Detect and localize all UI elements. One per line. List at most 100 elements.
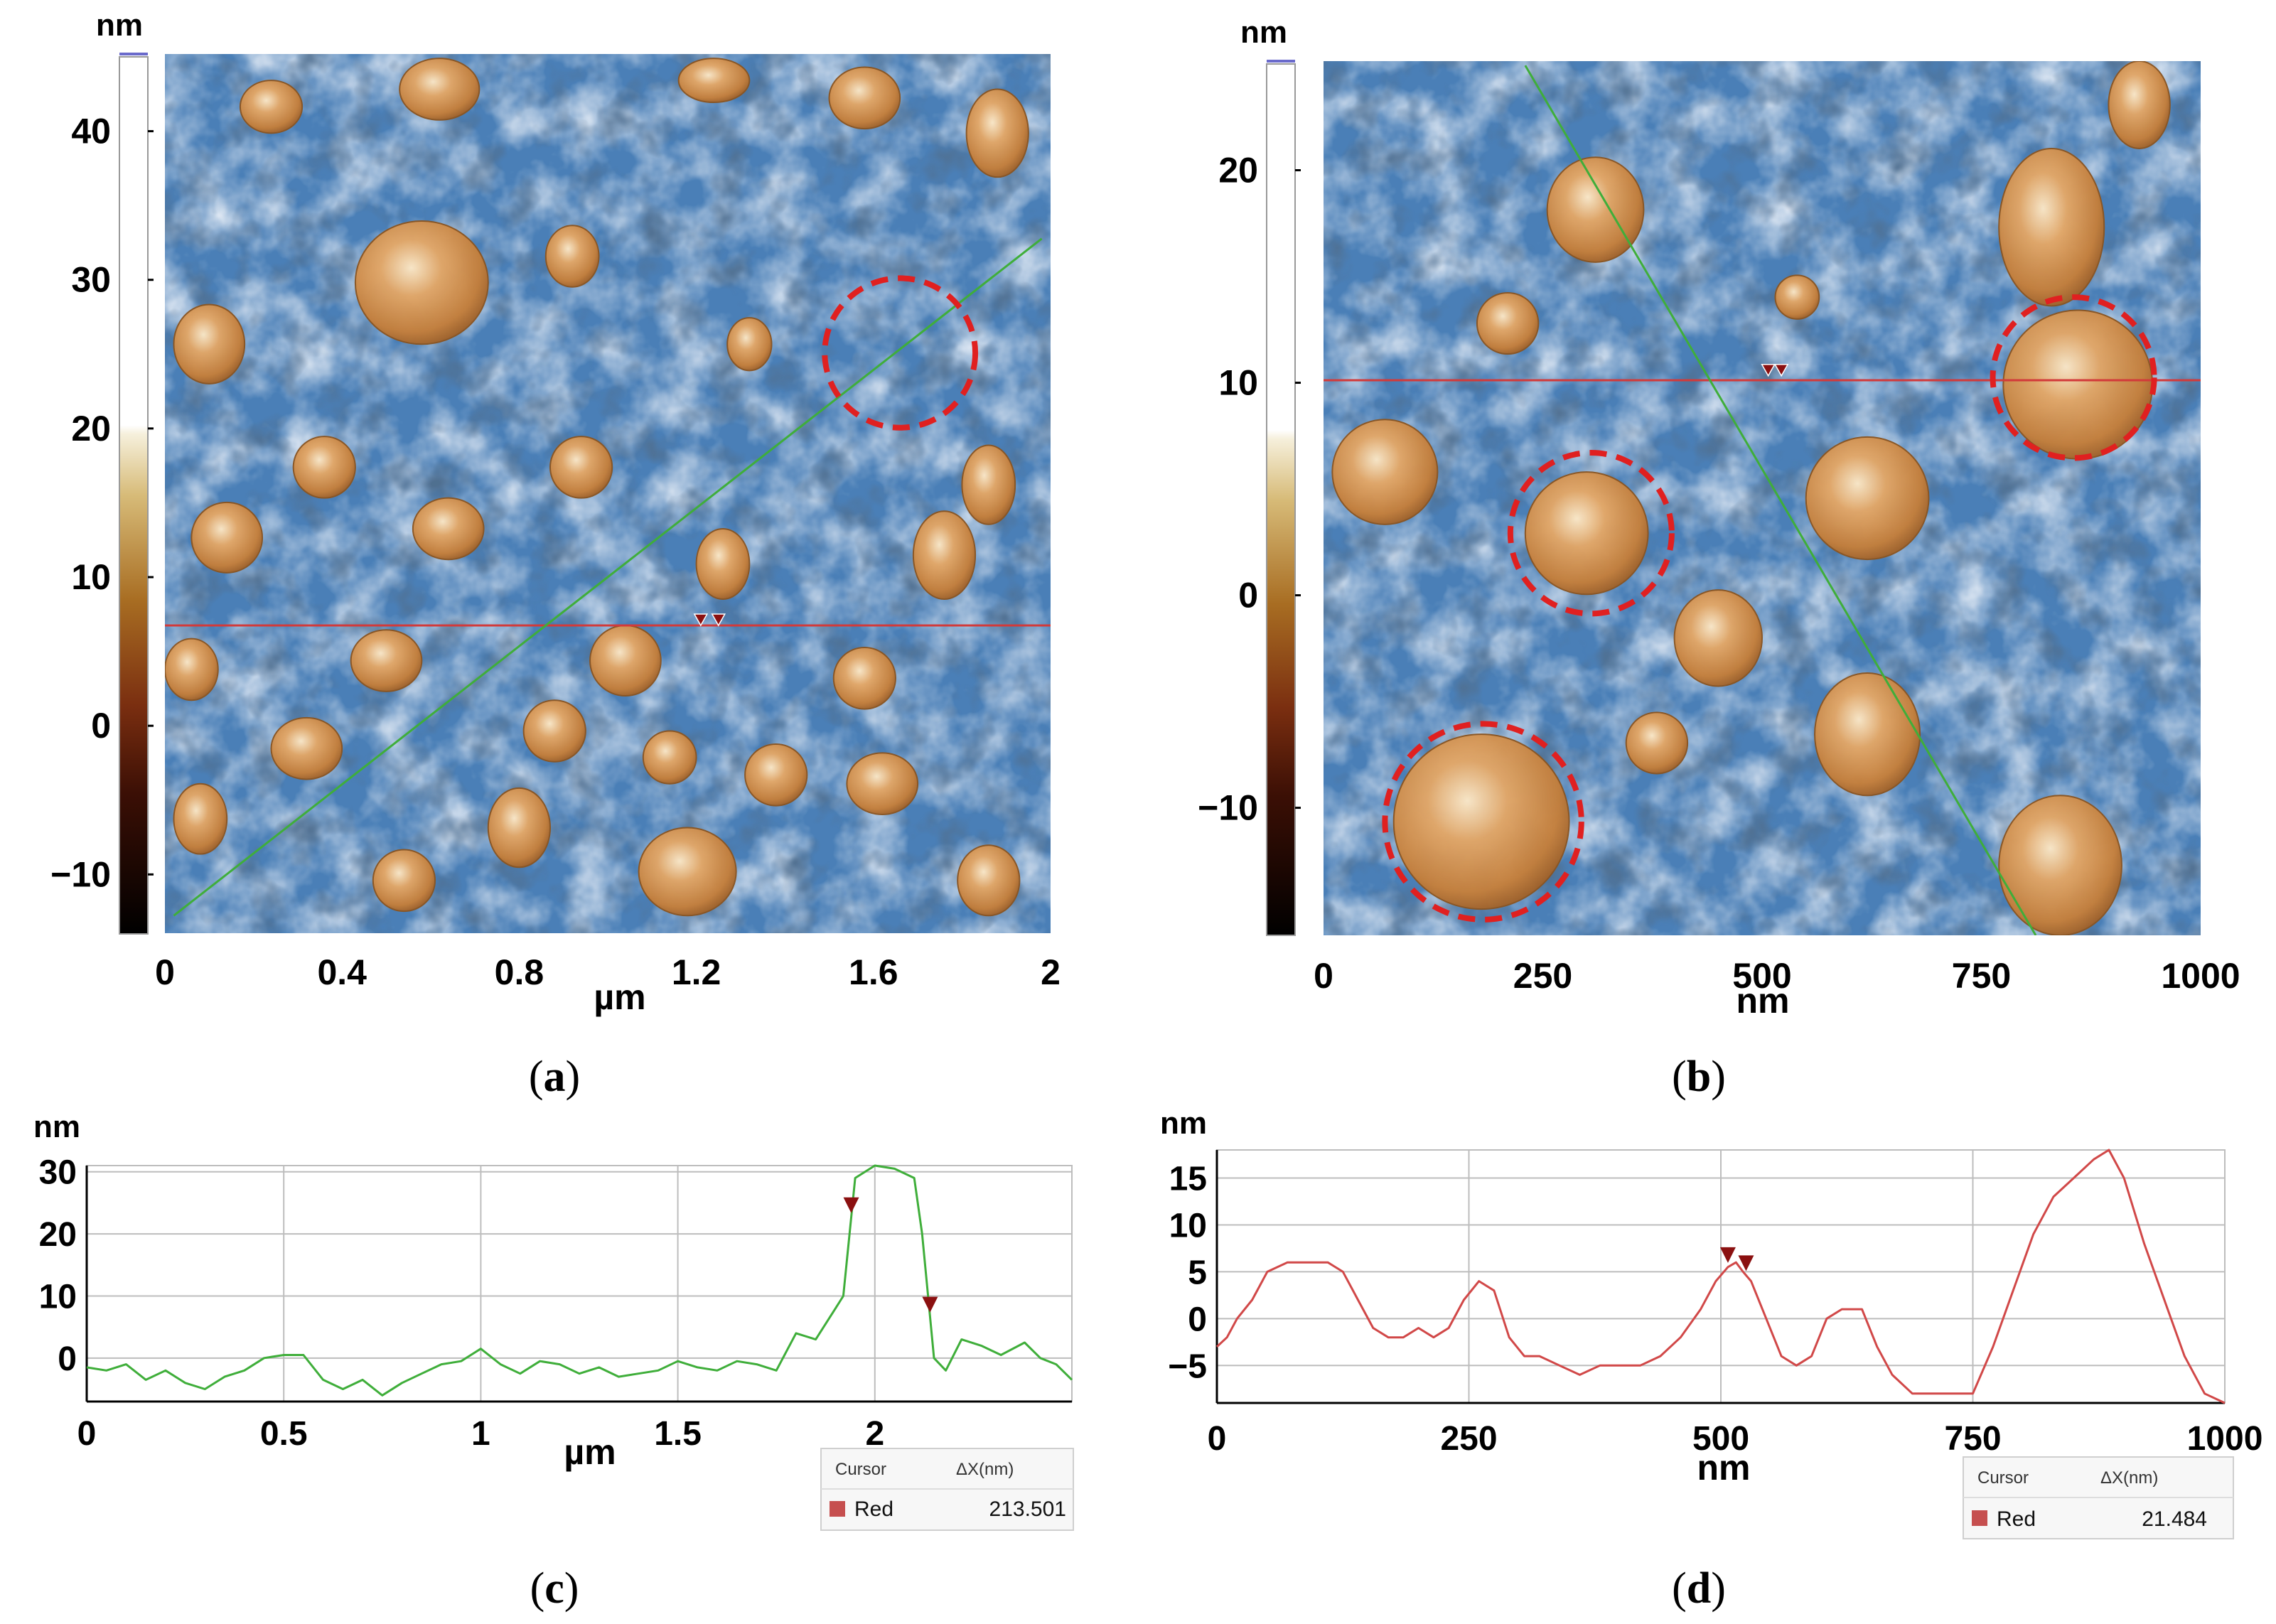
nanoparticle-grain — [846, 752, 919, 816]
x-tick-label: 500 — [1692, 1420, 1749, 1458]
x-tick-label: 0 — [1314, 956, 1333, 996]
nanoparticle-grain — [589, 625, 662, 697]
cursor-marker — [922, 1296, 938, 1313]
nanoparticle-grain — [1998, 795, 2122, 935]
nanoparticle-grain — [961, 444, 1016, 525]
colorbar-tick-label: −10 — [50, 854, 111, 894]
x-tick-label: 1.6 — [849, 952, 898, 992]
nanoparticle-grain — [1814, 672, 1921, 797]
nanoparticle-grain — [1476, 291, 1540, 355]
panel-a: nm 40 30 20 10 0 −10 0 0.4 0.8 1.2 1.6 2 µm (a) — [50, 8, 1061, 1101]
nanoparticle-grain — [1673, 589, 1764, 687]
nanoparticle-grain — [642, 730, 697, 785]
nanoparticle-grain — [2108, 61, 2171, 149]
highlight-circle — [1990, 294, 2157, 461]
x-tick-label: 0.4 — [317, 952, 367, 992]
x-tick-label: 250 — [1513, 956, 1572, 996]
y-axis-unit: nm — [1160, 1106, 1207, 1141]
dx-header: ΔX(nm) — [2100, 1468, 2158, 1488]
colorbar-tick-label: −10 — [1198, 788, 1258, 828]
nanoparticle-grain — [522, 699, 586, 763]
nanoparticle-grain — [1546, 156, 1645, 263]
nanoparticle-grain — [828, 66, 901, 130]
cursor-header: Cursor — [1977, 1468, 2029, 1488]
nanoparticle-grain — [270, 716, 343, 780]
nanoparticle-grain — [173, 303, 246, 385]
y-tick-label: 10 — [1169, 1207, 1207, 1244]
x-tick-label: 750 — [1944, 1420, 2001, 1458]
x-tick-label: 1.5 — [654, 1415, 702, 1453]
colorbar-tick-label: 20 — [1218, 151, 1258, 190]
afm-texture-dark — [165, 54, 1051, 933]
x-tick-label: 2 — [1041, 952, 1061, 992]
cursor-marker — [1761, 364, 1776, 377]
nanoparticle-grain — [726, 317, 773, 372]
green-profile-line — [173, 237, 1043, 917]
cursor-marker — [1773, 364, 1789, 377]
caption-a: (a) — [529, 1053, 580, 1101]
nanoparticle-grain — [354, 220, 489, 345]
panel-c: nm 30 20 10 0 0 0.5 1 1.5 2 µm Cursor ΔX(nm) Re… — [33, 1109, 1074, 1613]
colorbar — [1266, 63, 1296, 936]
nanoparticle-grain — [399, 58, 481, 121]
x-tick-label: 1.2 — [672, 952, 721, 992]
nanoparticle-grain — [412, 497, 485, 561]
nanoparticle-grain — [638, 827, 737, 917]
caption-b: (b) — [1672, 1053, 1726, 1101]
nanoparticle-grain — [173, 783, 228, 855]
x-tick-label: 0.5 — [260, 1415, 308, 1453]
cursor-marker — [1738, 1255, 1754, 1271]
nanoparticle-grain — [1805, 436, 1930, 561]
x-tick-label: 0 — [77, 1415, 97, 1453]
cursor-table: Cursor ΔX(nm) Red 21.484 — [1963, 1456, 2234, 1539]
y-tick-label: 30 — [39, 1154, 77, 1192]
y-tick-label: 15 — [1169, 1161, 1207, 1198]
colorbar-tick-label: 20 — [71, 409, 111, 448]
afm-image — [165, 54, 1051, 933]
colorbar-tick-label: 30 — [71, 260, 111, 300]
colorbar-unit: nm — [96, 8, 143, 43]
cursor-row-value: 213.501 — [989, 1497, 1066, 1521]
x-tick-label: 250 — [1440, 1420, 1497, 1458]
nanoparticle-grain — [912, 510, 977, 600]
y-tick-label: 10 — [39, 1278, 77, 1316]
nanoparticle-grain — [350, 629, 423, 692]
colorbar-tick-label: 0 — [91, 706, 111, 746]
nanoparticle-grain — [1774, 274, 1820, 320]
x-tick-label: 0.8 — [495, 952, 544, 992]
x-tick-label: 500 — [1732, 956, 1791, 996]
nanoparticle-grain — [239, 80, 304, 134]
y-axis-unit: nm — [33, 1109, 80, 1144]
panel-b: nm 20 10 0 −10 0 250 500 750 1000 nm (b) — [1198, 15, 2240, 1101]
nanoparticle-grain — [190, 501, 264, 574]
nanoparticle-grain — [1524, 471, 1649, 596]
nanoparticle-grain — [165, 638, 219, 701]
x-tick-label: 1000 — [2161, 956, 2240, 996]
dx-header: ΔX(nm) — [956, 1460, 1014, 1479]
colorbar — [119, 56, 149, 935]
caption-d: (d) — [1672, 1564, 1726, 1613]
nanoparticle-grain — [677, 58, 751, 104]
x-axis-label: µm — [594, 977, 645, 1017]
x-tick-label: 1 — [471, 1415, 490, 1453]
profile-series-line — [86, 1164, 1073, 1397]
colorbar-unit: nm — [1240, 15, 1287, 50]
cursor-row-label: Red — [854, 1497, 893, 1521]
cursor-marker — [843, 1197, 859, 1213]
nanoparticle-grain — [549, 436, 613, 499]
y-tick-label: −5 — [1168, 1348, 1207, 1385]
nanoparticle-grain — [487, 787, 552, 869]
cursor-header: Cursor — [835, 1460, 886, 1479]
red-swatch — [830, 1501, 845, 1517]
highlight-circle — [1507, 450, 1675, 617]
y-tick-label: 0 — [1188, 1301, 1207, 1338]
red-swatch — [1972, 1510, 1987, 1526]
x-tick-label: 0 — [1208, 1420, 1227, 1458]
cursor-marker — [693, 613, 709, 627]
x-tick-label: 2 — [865, 1415, 884, 1453]
nanoparticle-grain — [292, 436, 356, 499]
cursor-row-value: 21.484 — [2142, 1507, 2207, 1531]
colorbar-tick-label: 10 — [1218, 363, 1258, 403]
